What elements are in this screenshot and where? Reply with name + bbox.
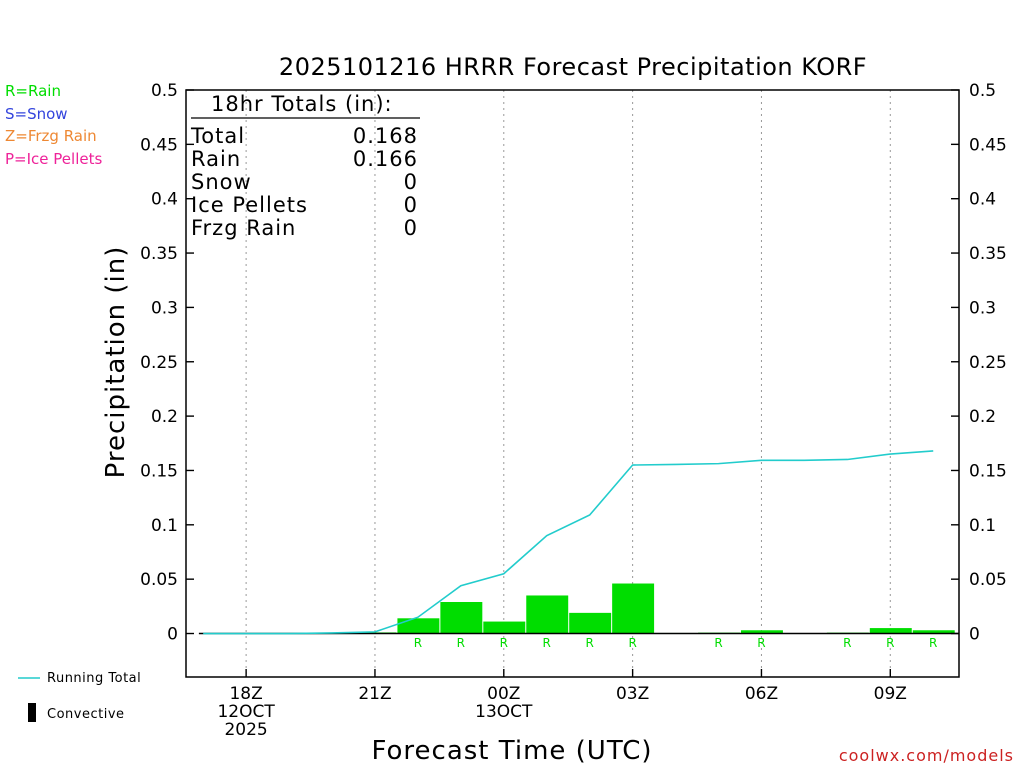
y-axis-title: Precipitation (in): [101, 246, 131, 479]
precip-bar-24: [483, 621, 526, 634]
precip-bar-30: [740, 630, 783, 634]
x-tick-label: 18Z: [229, 684, 262, 704]
running-total-line: [203, 450, 934, 635]
credit-text: coolwx.com/models: [839, 746, 1014, 765]
totals-value: 0: [404, 193, 418, 217]
y-tick-label-left: 0.35: [140, 244, 178, 264]
y-tick-label-left: 0.5: [151, 81, 178, 101]
y-tick-label-right: 0: [969, 625, 980, 645]
ptype-marker-29: R: [714, 636, 722, 650]
y-tick-label-right: 0.5: [969, 81, 996, 101]
x-tick-label: 00Z: [487, 684, 520, 704]
ptype-marker-25: R: [543, 636, 551, 650]
series-legend: Running Total Convective: [18, 671, 141, 722]
x-tick-label: 2025: [224, 720, 267, 740]
totals-label: Snow: [191, 170, 252, 194]
ptype-legend: R=Rain S=Snow Z=Frzg Rain P=Ice Pellets: [5, 82, 102, 168]
totals-box: 18hr Totals (in): Total 0.168 Rain 0.166 Sno…: [190, 92, 420, 240]
legend-convective: Convective: [47, 707, 125, 722]
legend-convective-swatch: [28, 703, 36, 722]
totals-rows: Total 0.168 Rain 0.166 Snow 0 Ice Pellets 0 Frzg…: [190, 124, 418, 240]
ptype-marker-32: R: [843, 636, 851, 650]
ptype-marker-33: R: [886, 636, 894, 650]
totals-value: 0: [404, 216, 418, 240]
y-tick-label-right: 0.25: [969, 353, 1007, 373]
x-tick-label: 09Z: [874, 684, 907, 704]
x-tick-label: 13OCT: [475, 702, 533, 722]
totals-value: 0: [404, 170, 418, 194]
x-tick-label: 12OCT: [217, 702, 275, 722]
totals-label: Frzg Rain: [191, 216, 296, 240]
ptype-marker-30: R: [757, 636, 765, 650]
y-tick-label-left: 0.2: [151, 407, 178, 427]
precip-bar-25: [526, 595, 569, 634]
ptype-marker-23: R: [457, 636, 465, 650]
y-tick-label-right: 0.2: [969, 407, 996, 427]
precip-bar-22: [397, 618, 440, 634]
y-tick-label-left: 0.05: [140, 570, 178, 590]
bar-series: [354, 583, 955, 634]
legend-snow: S=Snow: [5, 105, 68, 123]
x-axis-title: Forecast Time (UTC): [371, 736, 652, 766]
x-tick-label: 06Z: [745, 684, 778, 704]
y-tick-label-right: 0.1: [969, 516, 996, 536]
y-tick-label-left: 0.25: [140, 353, 178, 373]
legend-ice: P=Ice Pellets: [5, 150, 102, 168]
totals-value: 0.168: [353, 124, 418, 148]
y-axis-right: 0 0.05 0.1 0.15 0.2 0.25 0.3 0.35 0.4 0.45 0.5: [951, 81, 1007, 645]
y-tick-label-right: 0.15: [969, 461, 1007, 481]
totals-value: 0.166: [353, 147, 418, 171]
totals-label: Ice Pellets: [191, 193, 308, 217]
plot-frame: [185, 89, 960, 678]
precip-bar-34: [912, 630, 955, 634]
precip-bar-33: [869, 628, 912, 634]
legend-running-total: Running Total: [47, 671, 141, 686]
y-tick-label-right: 0.35: [969, 244, 1007, 264]
ptype-marker-34: R: [929, 636, 937, 650]
y-tick-label-left: 0: [167, 625, 178, 645]
legend-frzg: Z=Frzg Rain: [5, 127, 97, 145]
y-tick-label-left: 0.1: [151, 516, 178, 536]
chart-title: 2025101216 HRRR Forecast Precipitation K…: [279, 53, 867, 81]
x-tick-label: 21Z: [358, 684, 391, 704]
y-tick-label-right: 0.3: [969, 298, 996, 318]
y-tick-label-left: 0.15: [140, 461, 178, 481]
gridlines: [245, 90, 891, 677]
totals-label: Rain: [191, 147, 241, 171]
totals-label: Total: [190, 124, 245, 148]
legend-rain: R=Rain: [5, 82, 61, 100]
precip-bar-23: [440, 601, 483, 634]
precip-bar-26: [569, 612, 612, 634]
ptype-marker-24: R: [500, 636, 508, 650]
x-tick-label: 03Z: [616, 684, 649, 704]
y-tick-label-left: 0.3: [151, 298, 178, 318]
ptype-marker-22: R: [414, 636, 422, 650]
y-axis-left: 0 0.05 0.1 0.15 0.2 0.25 0.3 0.35 0.4 0.45 0.5: [140, 81, 194, 645]
ptype-marker-27: R: [628, 636, 636, 650]
ptype-marker-26: R: [586, 636, 594, 650]
y-tick-label-right: 0.4: [969, 190, 996, 210]
y-tick-label-left: 0.4: [151, 190, 178, 210]
y-tick-label-right: 0.45: [969, 135, 1007, 155]
y-tick-label-right: 0.05: [969, 570, 1007, 590]
totals-header: 18hr Totals (in):: [211, 92, 393, 116]
y-tick-label-left: 0.45: [140, 135, 178, 155]
precip-bar-27: [612, 583, 655, 634]
